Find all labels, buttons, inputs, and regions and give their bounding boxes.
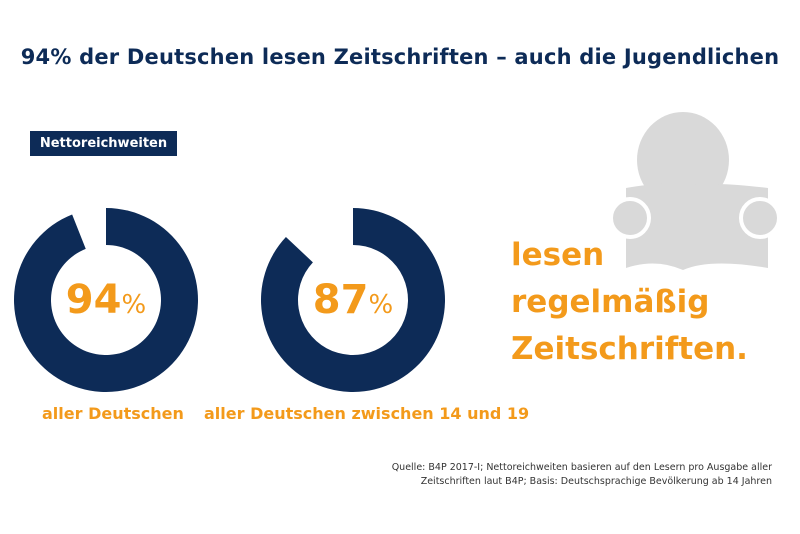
source-line-1: Quelle: B4P 2017-I; Nettoreichweiten bas…	[391, 462, 772, 473]
donut-category-0: aller Deutschen	[42, 404, 184, 423]
donut-category-1: aller Deutschen zwischen 14 und 19	[204, 404, 530, 423]
donut-charts	[14, 208, 446, 392]
source-line-2: Zeitschriften laut B4P; Basis: Deutschsp…	[420, 476, 772, 487]
donut-arc-1	[261, 208, 446, 392]
page-title: 94% der Deutschen lesen Zeitschriften – …	[20, 45, 780, 69]
claim-line-3: Zeitschriften.	[511, 331, 748, 367]
donut-arc-0	[14, 208, 199, 392]
donut-value-1: 87%	[312, 277, 394, 323]
claim-line-2: regelmäßig	[511, 284, 710, 320]
claim-line-1: lesen	[511, 237, 605, 273]
person-reading-icon	[610, 112, 781, 270]
nettoreichweiten-badge: Nettoreichweiten	[30, 131, 177, 156]
donut-value-0: 94%	[65, 277, 147, 323]
source-note: Quelle: B4P 2017-I; Nettoreichweiten bas…	[392, 461, 772, 489]
claim-text: lesen regelmäßig Zeitschriften.	[511, 232, 748, 373]
